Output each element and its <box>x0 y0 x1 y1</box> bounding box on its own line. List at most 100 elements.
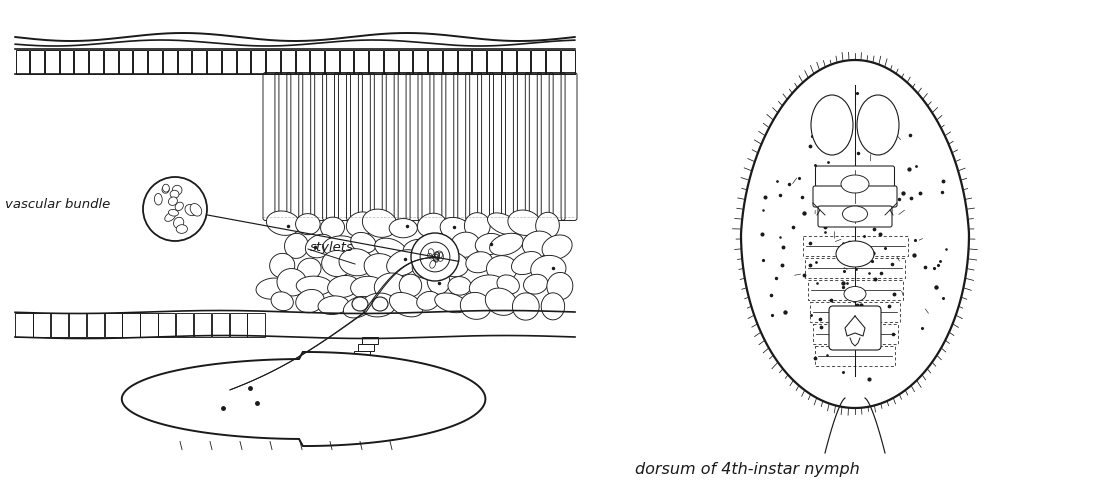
Ellipse shape <box>437 252 468 277</box>
Ellipse shape <box>417 292 439 311</box>
Ellipse shape <box>412 254 443 279</box>
Ellipse shape <box>390 293 423 317</box>
Ellipse shape <box>305 235 334 259</box>
Ellipse shape <box>389 219 418 238</box>
Ellipse shape <box>485 289 517 316</box>
Ellipse shape <box>162 187 169 194</box>
Text: stylets: stylets <box>311 241 354 254</box>
Ellipse shape <box>542 293 565 320</box>
Ellipse shape <box>811 96 853 156</box>
Polygon shape <box>741 61 970 408</box>
Ellipse shape <box>536 213 560 239</box>
Bar <box>230 313 247 337</box>
Ellipse shape <box>361 294 397 317</box>
Ellipse shape <box>487 213 518 235</box>
Ellipse shape <box>323 236 357 257</box>
Bar <box>69 313 86 337</box>
Ellipse shape <box>338 249 373 276</box>
Ellipse shape <box>513 293 540 321</box>
Ellipse shape <box>296 277 332 296</box>
Polygon shape <box>122 352 486 446</box>
Bar <box>212 313 229 337</box>
Ellipse shape <box>531 256 566 283</box>
Ellipse shape <box>352 298 367 312</box>
Ellipse shape <box>460 293 491 320</box>
Bar <box>341 372 357 379</box>
Ellipse shape <box>840 311 870 328</box>
Bar <box>350 358 365 365</box>
Ellipse shape <box>318 296 349 315</box>
Bar <box>345 365 361 372</box>
Bar <box>357 344 374 351</box>
FancyBboxPatch shape <box>815 167 895 188</box>
Bar <box>16 313 32 337</box>
Ellipse shape <box>266 211 300 236</box>
Ellipse shape <box>429 238 451 261</box>
Ellipse shape <box>364 254 399 282</box>
Ellipse shape <box>296 214 321 235</box>
Ellipse shape <box>343 297 373 318</box>
Ellipse shape <box>256 279 290 300</box>
Ellipse shape <box>512 252 542 275</box>
Bar <box>123 313 140 337</box>
Ellipse shape <box>523 231 554 258</box>
Bar <box>194 313 211 337</box>
Ellipse shape <box>418 214 447 237</box>
Ellipse shape <box>465 213 490 239</box>
Ellipse shape <box>399 275 422 297</box>
Ellipse shape <box>327 276 360 298</box>
FancyBboxPatch shape <box>829 307 881 350</box>
Ellipse shape <box>524 275 547 295</box>
Ellipse shape <box>321 217 344 238</box>
Ellipse shape <box>451 232 480 258</box>
Ellipse shape <box>154 194 162 205</box>
Ellipse shape <box>351 277 385 300</box>
Ellipse shape <box>169 210 179 216</box>
Ellipse shape <box>271 292 294 311</box>
Ellipse shape <box>475 234 504 256</box>
Ellipse shape <box>435 294 468 313</box>
Ellipse shape <box>469 276 505 299</box>
FancyBboxPatch shape <box>813 187 897 207</box>
FancyBboxPatch shape <box>818 206 892 227</box>
Ellipse shape <box>269 254 295 278</box>
Ellipse shape <box>322 251 353 277</box>
Bar <box>105 313 122 337</box>
Ellipse shape <box>466 252 493 273</box>
Ellipse shape <box>372 298 388 312</box>
Ellipse shape <box>403 240 429 260</box>
Bar <box>159 313 175 337</box>
Ellipse shape <box>277 269 307 297</box>
Ellipse shape <box>170 191 179 199</box>
Text: dorsum of 4th-instar nymph: dorsum of 4th-instar nymph <box>634 461 860 476</box>
Bar <box>87 313 104 337</box>
Ellipse shape <box>176 225 188 234</box>
Ellipse shape <box>440 218 474 243</box>
Ellipse shape <box>542 235 572 260</box>
Ellipse shape <box>844 287 866 302</box>
Ellipse shape <box>374 274 408 301</box>
Ellipse shape <box>427 269 450 295</box>
Ellipse shape <box>841 176 869 193</box>
Ellipse shape <box>296 290 324 313</box>
Ellipse shape <box>351 233 376 254</box>
Ellipse shape <box>175 203 183 211</box>
Ellipse shape <box>172 186 182 195</box>
Ellipse shape <box>169 197 178 206</box>
Ellipse shape <box>489 234 523 256</box>
Ellipse shape <box>185 205 197 216</box>
Circle shape <box>411 233 459 282</box>
Ellipse shape <box>547 273 573 300</box>
Text: vascular bundle: vascular bundle <box>4 198 111 211</box>
Ellipse shape <box>163 185 170 193</box>
Ellipse shape <box>386 250 420 277</box>
Ellipse shape <box>497 276 519 295</box>
Ellipse shape <box>362 210 398 238</box>
Ellipse shape <box>346 212 375 237</box>
Bar <box>51 313 68 337</box>
Ellipse shape <box>285 234 308 259</box>
Bar <box>362 337 378 344</box>
Ellipse shape <box>508 210 541 236</box>
Bar <box>34 313 50 337</box>
Bar <box>141 313 157 337</box>
